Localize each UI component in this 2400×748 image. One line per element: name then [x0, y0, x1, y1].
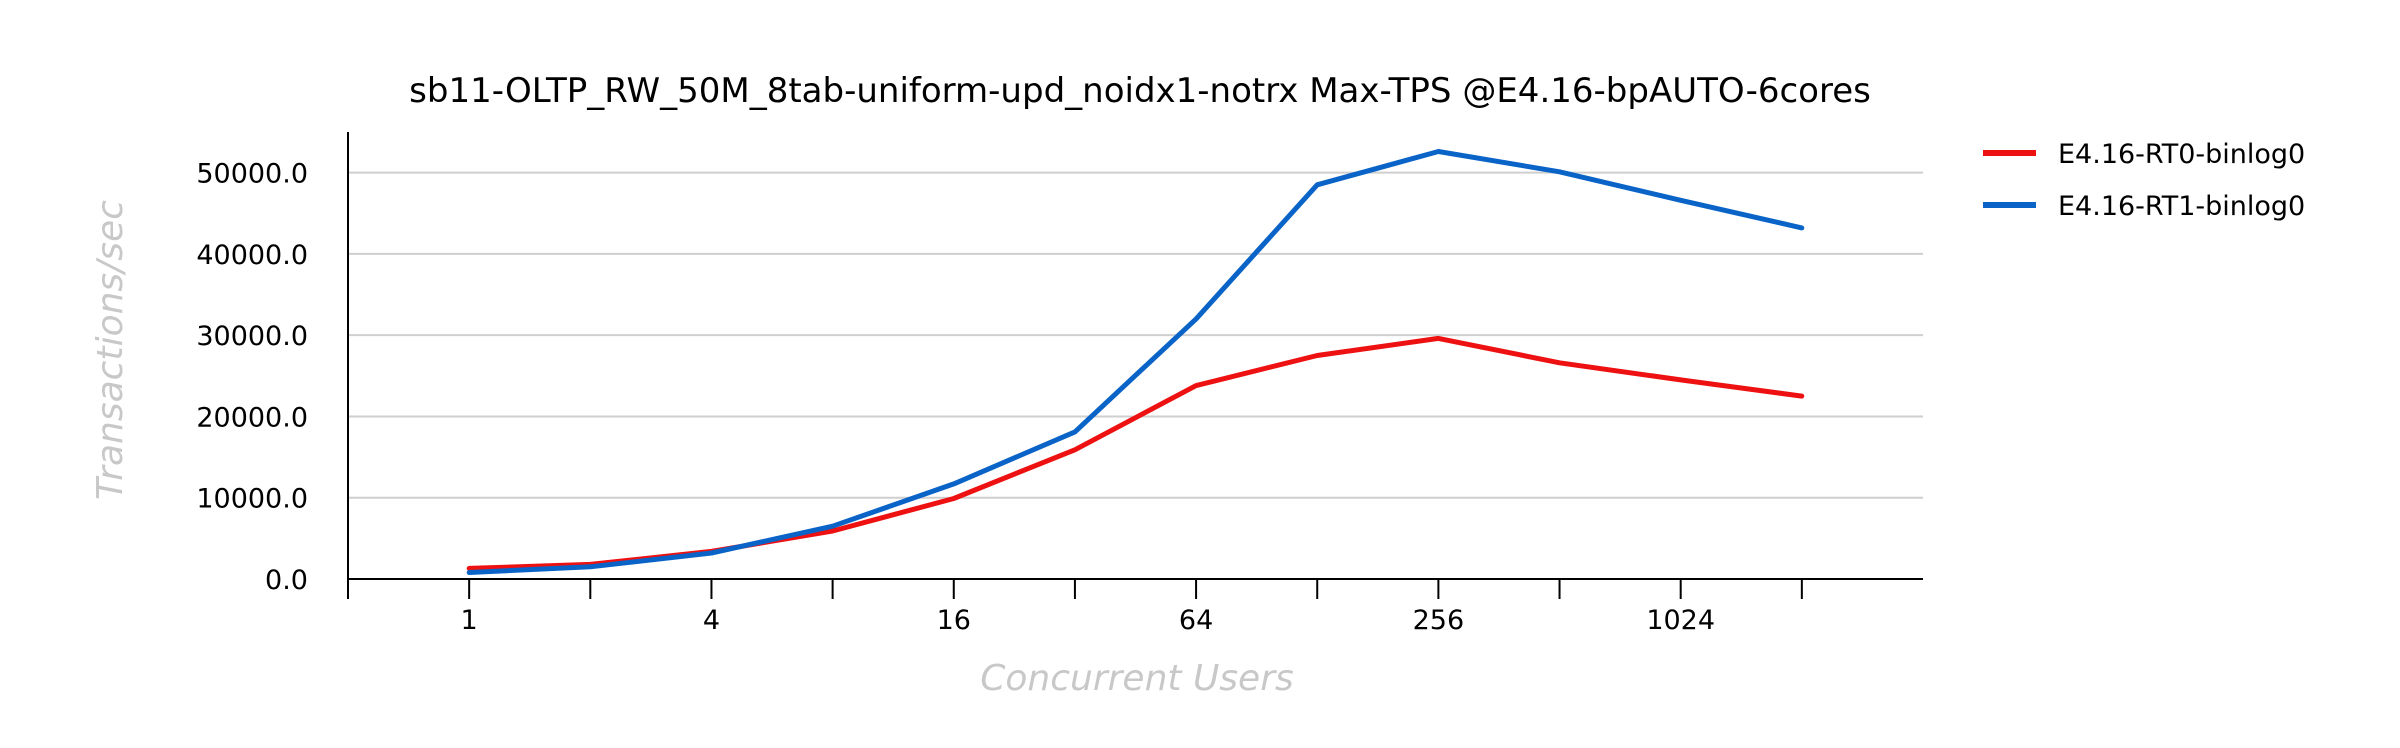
y-tick-label: 40000.0	[196, 240, 308, 271]
legend-label: E4.16-RT1-binlog0	[2058, 191, 2305, 222]
y-tick-label: 0.0	[265, 565, 308, 596]
grid-lines	[348, 171, 1923, 499]
tick-labels: 0.0 10000.0 20000.0 30000.0 40000.0 50000.0 1 4…	[196, 159, 1715, 636]
legend: E4.16-RT0-binlog0 E4.16-RT1-binlog0	[1983, 139, 2305, 222]
chart-title: sb11-OLTP_RW_50M_8tab-uniform-upd_noidx1…	[409, 71, 1871, 111]
x-axis-title: Concurrent Users	[980, 658, 1294, 699]
x-tick-label: 1024	[1646, 605, 1715, 636]
x-tick-label: 64	[1179, 605, 1213, 636]
y-tick-label: 20000.0	[196, 402, 308, 433]
y-tick-label: 10000.0	[196, 484, 308, 515]
x-tick-label: 256	[1413, 605, 1465, 636]
series-lines	[466, 149, 1805, 575]
legend-label: E4.16-RT0-binlog0	[2058, 139, 2305, 170]
y-tick-label: 30000.0	[196, 321, 308, 352]
axes	[347, 132, 1923, 599]
x-tick-label: 16	[937, 605, 971, 636]
y-axis-title: Transactions/sec	[90, 200, 131, 500]
series-line-2	[466, 149, 1805, 575]
y-tick-label: 50000.0	[196, 159, 308, 190]
x-tick-label: 1	[461, 605, 478, 636]
x-tick-label: 4	[703, 605, 720, 636]
